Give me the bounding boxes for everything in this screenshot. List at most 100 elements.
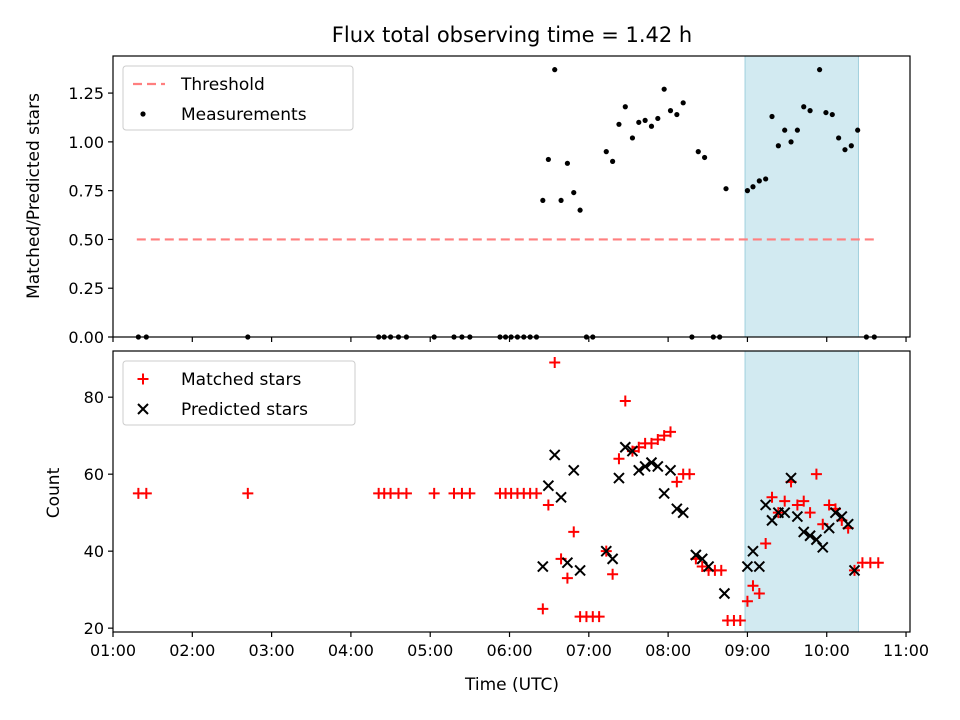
measurement-point [552, 67, 558, 73]
matched-star-point [537, 603, 549, 615]
matched-star-point [542, 499, 554, 511]
predicted-star-point [747, 545, 759, 557]
predicted-star-point [829, 506, 842, 519]
matched-star-point [741, 595, 753, 607]
matched-star-point [613, 453, 625, 465]
measurement-point [829, 111, 835, 118]
predicted-star-point [677, 506, 689, 519]
matched-star-point [549, 357, 561, 369]
matched-star-point [791, 499, 803, 511]
matched-star-point [619, 395, 631, 407]
legend-matched-marker [137, 373, 149, 385]
legend: Matched stars Predicted stars [122, 360, 356, 426]
matched-star-point [715, 564, 727, 576]
measurement-point [769, 113, 775, 120]
x-tick-label: 02:00 [169, 641, 215, 660]
predicted-star-point [555, 491, 567, 503]
measurement-point [648, 123, 655, 129]
legend-label: Measurements [181, 105, 307, 125]
legend-box [122, 360, 356, 426]
measurement-point [674, 111, 680, 118]
measurement-point [667, 108, 674, 114]
measurement-point [642, 117, 648, 123]
predicted-star-point [741, 560, 754, 573]
measurement-point [756, 178, 762, 184]
matched-star-point [242, 487, 254, 499]
measurement-point [763, 176, 769, 182]
measurement-point [629, 135, 636, 141]
matched-star-point [872, 557, 884, 569]
measurement-point [558, 197, 564, 204]
matched-star-point [810, 468, 822, 480]
observing-window-span [744, 350, 859, 633]
measurement-point [680, 100, 686, 106]
predicted-star-point [671, 503, 683, 515]
predicted-star-point [652, 460, 664, 473]
matched-star-point [798, 495, 810, 507]
predicted-star-point [842, 518, 854, 530]
legend-label: Matched stars [181, 370, 301, 390]
measurement-point [750, 184, 756, 190]
matched-star-point [607, 568, 619, 580]
predicted-star-point [561, 557, 574, 569]
matched-star-point [684, 468, 696, 480]
x-tick-label: 06:00 [486, 641, 532, 660]
legend-box [122, 65, 354, 131]
matched-star-point [530, 487, 542, 499]
y-tick-label: 1.25 [68, 84, 104, 103]
measurement-point [616, 121, 622, 127]
matched-star-point [645, 437, 657, 449]
matched-star-point [734, 614, 746, 626]
predicted-star-point [823, 522, 835, 534]
measurement-point [801, 104, 807, 110]
measurement-point [571, 189, 577, 196]
predicted-star-point [690, 549, 702, 561]
measurement-point [540, 197, 546, 204]
measurement-point [545, 156, 551, 163]
counts-panel: 20 40 60 80 01:00 02:00 03:00 04:00 05:00 06:00 07… [84, 350, 929, 660]
measurement-point [788, 139, 794, 145]
measurement-point [636, 119, 642, 125]
measurement-point [848, 143, 854, 149]
measurement-point [794, 127, 800, 133]
predicted-star-point [778, 506, 791, 519]
matched-star-point [652, 434, 664, 446]
ratio-panel: 0.00 0.25 0.50 0.75 1.00 1.25 Threshold Measure… [68, 55, 911, 347]
matched-star-point [696, 561, 708, 573]
x-tick-label: 04:00 [328, 641, 374, 660]
matched-star-point [747, 580, 759, 592]
x-tick-label: 10:00 [804, 641, 850, 660]
legend-label: Threshold [180, 75, 265, 95]
matched-star-point [766, 491, 778, 503]
predicted-star-point [626, 445, 639, 457]
y-tick-label: 80 [84, 388, 104, 407]
matched-star-point [428, 487, 440, 499]
matched-star-point [561, 572, 573, 584]
measurement-point [775, 143, 781, 149]
legend-predicted-marker [137, 403, 149, 415]
predicted-star-point [619, 441, 632, 453]
y-tick-label: 20 [84, 619, 104, 638]
legend: Threshold Measurements [122, 65, 354, 131]
y-tick-label: 40 [84, 542, 104, 561]
predicted-star-point [718, 587, 731, 600]
series-predicted-stars [537, 441, 861, 600]
matched-star-point [658, 430, 670, 442]
predicted-star-point [542, 480, 555, 492]
measurement-point [782, 127, 788, 133]
measurement-point [655, 115, 661, 122]
predicted-star-point [606, 553, 619, 565]
predicted-star-point [817, 541, 829, 554]
top-y-axis-label: Matched/Predicted stars [24, 93, 44, 299]
predicted-star-point [759, 499, 772, 511]
measurement-point [807, 108, 813, 114]
measurement-point [823, 109, 829, 116]
measurement-point [695, 149, 701, 155]
matched-star-point [760, 537, 772, 549]
x-tick-label: 03:00 [249, 641, 295, 660]
predicted-star-point [568, 464, 580, 477]
predicted-star-point [848, 564, 861, 577]
predicted-star-point [613, 472, 625, 484]
predicted-star-point [633, 464, 645, 477]
